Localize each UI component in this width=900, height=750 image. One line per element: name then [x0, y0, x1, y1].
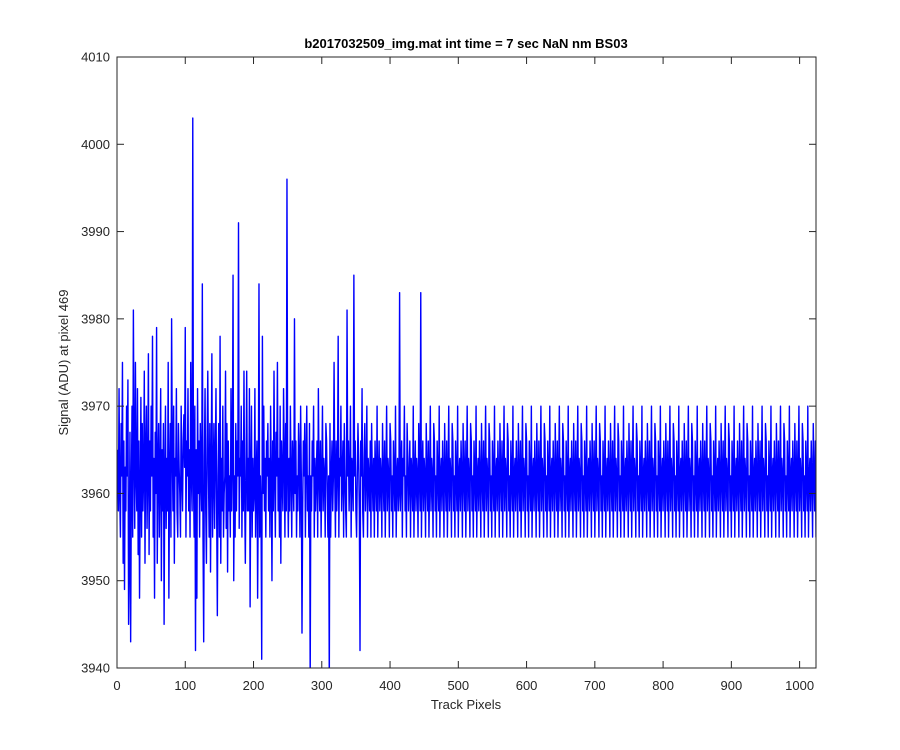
y-tick-label: 3970 — [81, 399, 110, 414]
chart-title: b2017032509_img.mat int time = 7 sec NaN… — [304, 36, 627, 51]
y-tick-label: 4010 — [81, 50, 110, 65]
y-tick-label: 4000 — [81, 137, 110, 152]
plot-area — [117, 57, 816, 668]
y-tick-label: 3980 — [81, 311, 110, 326]
x-tick-label: 400 — [379, 678, 401, 693]
x-axis: 0 100 200 300 400 500 600 700 800 900 1000 — [113, 57, 814, 693]
y-axis: 3940 3950 3960 3970 3980 3990 4000 4010 — [81, 50, 816, 676]
series-layer — [117, 117, 816, 668]
x-tick-label: 1000 — [785, 678, 814, 693]
x-tick-label: 200 — [243, 678, 265, 693]
x-tick-label: 900 — [721, 678, 743, 693]
x-axis-label: Track Pixels — [431, 697, 502, 712]
x-tick-label: 100 — [174, 678, 196, 693]
axes-box — [116, 56, 817, 669]
x-tick-label: 800 — [652, 678, 674, 693]
y-tick-label: 3960 — [81, 486, 110, 501]
x-tick-label: 500 — [447, 678, 469, 693]
x-tick-label: 700 — [584, 678, 606, 693]
y-tick-label: 3950 — [81, 573, 110, 588]
series-line-0 — [117, 117, 816, 668]
y-axis-label: Signal (ADU) at pixel 469 — [56, 290, 71, 436]
x-tick-label: 0 — [113, 678, 120, 693]
y-tick-label: 3990 — [81, 224, 110, 239]
y-tick-label: 3940 — [81, 661, 110, 676]
x-tick-label: 600 — [516, 678, 538, 693]
x-tick-label: 300 — [311, 678, 333, 693]
